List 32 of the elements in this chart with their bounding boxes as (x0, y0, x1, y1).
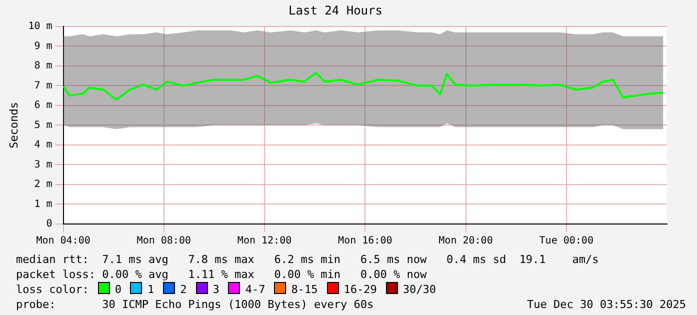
text: 4-7 (245, 283, 266, 296)
y-tick-label: 6 m (34, 100, 52, 112)
text: loss color: (16, 283, 89, 296)
text: 0 (114, 283, 122, 296)
y-tick-label: 8 m (34, 60, 52, 72)
y-tick-label: 5 m (34, 120, 52, 131)
y-tick-label: 2 m (34, 179, 52, 190)
x-tick-label: Mon 08:00 (136, 236, 191, 247)
text: 2 (180, 283, 187, 296)
text: 16-29 (344, 283, 377, 296)
x-tick-label: Mon 12:00 (237, 236, 292, 247)
y-axis-title: Seconds (7, 102, 20, 148)
x-tick-label: Mon 04:00 (36, 236, 90, 247)
y-tick-label: 0 (46, 218, 52, 230)
y-tick-label: 10 m (28, 20, 52, 32)
y-tick-label: 3 m (34, 159, 52, 170)
x-tick-label: Mon 20:00 (438, 236, 493, 247)
text: packet loss: 0.00 % avg 1.11 % max 0.00 % min 0.00 % now (16, 267, 428, 282)
text: 8-15 (291, 283, 318, 296)
x-tick-label: Tue 00:00 (539, 236, 594, 247)
y-tick-label: 7 m (34, 80, 52, 92)
text: 30/30 (402, 283, 436, 296)
y-tick-label: 4 m (34, 140, 52, 151)
text: Tue Dec 30 03:55:30 2025 (527, 297, 686, 312)
y-tick-label: 1 m (34, 198, 52, 210)
text: probe: 30 ICMP Echo Pings (1000 Bytes) every 60s (16, 298, 374, 311)
text: 3 (212, 283, 220, 296)
x-tick-label: Mon 16:00 (338, 236, 392, 247)
text: median rtt: 7.1 ms avg 7.8 ms max 6.2 ms min 6.5 ms now 0.4 ms sd 19.1 am/s (16, 252, 600, 267)
text: 1 (147, 283, 154, 296)
y-tick-label: 9 m (34, 40, 52, 52)
chart-title: Last 24 Hours (288, 3, 382, 18)
